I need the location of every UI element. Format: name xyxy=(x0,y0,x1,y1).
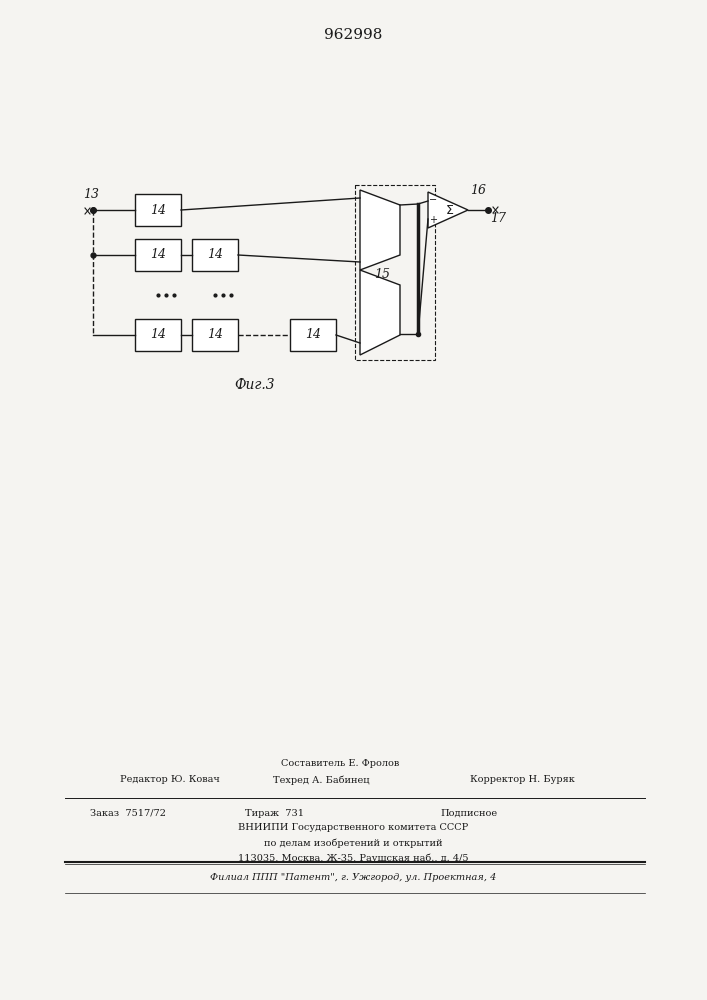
Text: +: + xyxy=(429,215,437,225)
Text: Фиг.3: Фиг.3 xyxy=(235,378,275,392)
Text: Тираж  731: Тираж 731 xyxy=(245,808,304,818)
Text: Филиал ППП "Патент", г. Ужгород, ул. Проектная, 4: Филиал ППП "Патент", г. Ужгород, ул. Про… xyxy=(210,874,496,882)
Text: Составитель Е. Фролов: Составитель Е. Фролов xyxy=(281,760,399,768)
Bar xyxy=(135,194,181,226)
Bar xyxy=(192,319,238,351)
Text: 13: 13 xyxy=(83,188,99,200)
Text: 17: 17 xyxy=(490,212,506,225)
Polygon shape xyxy=(360,270,400,355)
Text: Σ: Σ xyxy=(446,204,454,217)
Text: 15: 15 xyxy=(374,268,390,282)
Bar xyxy=(135,319,181,351)
Text: 14: 14 xyxy=(150,204,166,217)
Text: Подписное: Подписное xyxy=(440,808,497,818)
Bar xyxy=(192,239,238,271)
Text: Заказ  7517/72: Заказ 7517/72 xyxy=(90,808,166,818)
Bar xyxy=(355,185,435,360)
Bar xyxy=(135,239,181,271)
Text: 14: 14 xyxy=(207,248,223,261)
Text: Корректор Н. Буряк: Корректор Н. Буряк xyxy=(470,776,575,784)
Text: 16: 16 xyxy=(470,184,486,196)
Text: Редактор Ю. Ковач: Редактор Ю. Ковач xyxy=(120,776,220,784)
Text: 14: 14 xyxy=(150,328,166,342)
Text: ВНИИПИ Государственного комитета СССР: ВНИИПИ Государственного комитета СССР xyxy=(238,824,468,832)
Text: по делам изобретений и открытий: по делам изобретений и открытий xyxy=(264,838,443,848)
Bar xyxy=(290,319,336,351)
Polygon shape xyxy=(360,190,400,270)
Text: 14: 14 xyxy=(150,248,166,261)
Text: 113035, Москва, Ж-35, Раушская наб., д. 4/5: 113035, Москва, Ж-35, Раушская наб., д. … xyxy=(238,853,468,863)
Text: 14: 14 xyxy=(305,328,321,342)
Text: Техред А. Бабинец: Техред А. Бабинец xyxy=(273,775,370,785)
Text: 14: 14 xyxy=(207,328,223,342)
Polygon shape xyxy=(428,192,468,228)
Text: −: − xyxy=(429,195,437,205)
Text: 962998: 962998 xyxy=(324,28,382,42)
